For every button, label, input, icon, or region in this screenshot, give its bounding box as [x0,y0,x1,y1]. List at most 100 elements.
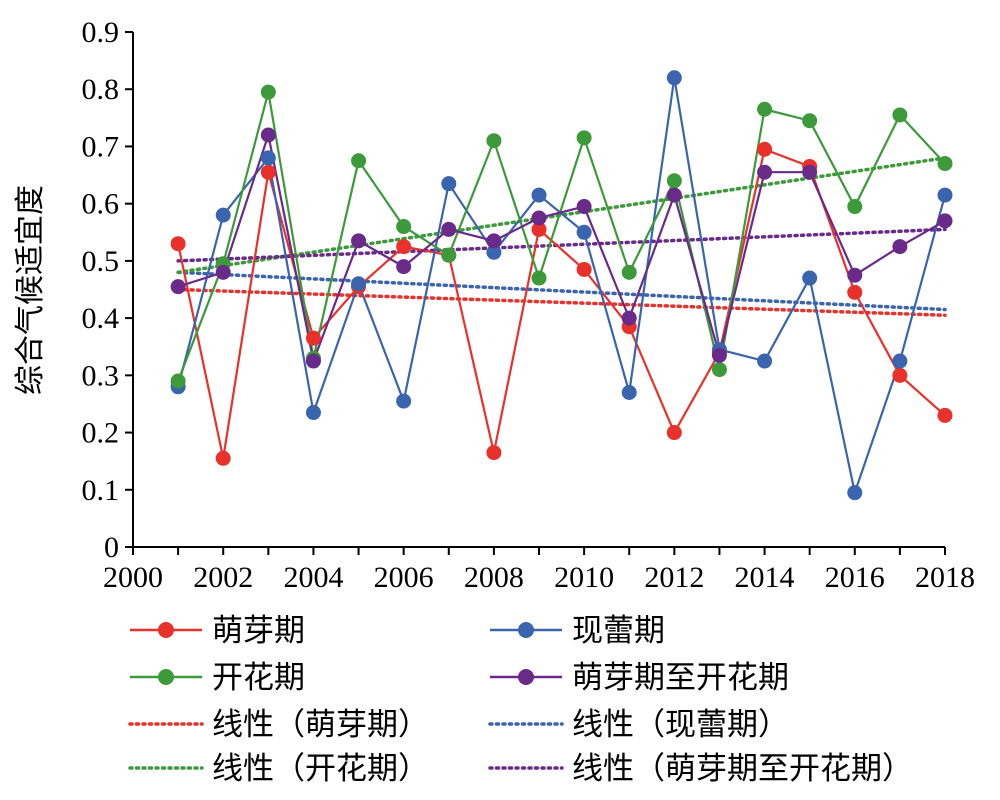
y-tick-label: 0.7 [82,130,120,163]
y-axis-ticks: 0 0.1 0.2 0.3 0.4 0.5 0.6 0.7 0.8 0.9 [82,16,133,564]
y-tick-label: 0.6 [82,188,120,221]
data-point [486,233,502,249]
data-point [937,407,953,423]
x-tick-label: 2012 [644,561,704,594]
x-tick-label: 2006 [374,561,434,594]
data-point [666,70,682,86]
data-point [260,84,276,100]
data-point [847,267,863,283]
data-point [576,130,592,146]
legend-label: 线性（萌芽期） [212,707,429,743]
series-line [177,91,946,382]
legend-marker [158,622,174,638]
data-point [396,219,412,235]
data-point [892,367,908,383]
x-tick-label: 2018 [915,561,975,594]
series-points [170,70,953,501]
legend-label: 现蕾期 [572,613,665,649]
y-tick-label: 0.8 [82,73,120,106]
x-tick-label: 2014 [735,561,795,594]
x-tick-label: 2010 [554,561,614,594]
legend-label: 线性（开花期） [212,751,429,787]
data-point [531,210,547,226]
data-point [757,164,773,180]
data-point [892,353,908,369]
data-point [305,330,321,346]
data-point [351,276,367,292]
x-tick-label: 2000 [103,561,163,594]
legend-label: 萌芽期至开花期 [572,660,789,696]
data-point [305,353,321,369]
x-tick-label: 2008 [464,561,524,594]
legend-marker [518,622,534,638]
data-point [666,425,682,441]
data-point [892,107,908,123]
y-tick-label: 0.3 [82,359,120,392]
data-point [531,187,547,203]
data-point [576,224,592,240]
y-tick-label: 0.2 [82,417,120,450]
y-tick-label: 0.1 [82,474,120,507]
data-point [576,199,592,215]
data-point [170,373,186,389]
data-point [711,347,727,363]
data-point [937,213,953,229]
data-point [847,199,863,215]
data-point [486,133,502,149]
data-point [260,164,276,180]
data-point [802,113,818,129]
data-point [937,156,953,172]
data-point [260,127,276,143]
data-point [802,270,818,286]
data-point [396,393,412,409]
data-point [531,221,547,237]
data-point [170,236,186,252]
axes [132,32,945,548]
y-tick-label: 0.5 [82,245,120,278]
data-point [576,261,592,277]
series-line [177,77,947,497]
data-point [486,445,502,461]
data-point [757,353,773,369]
data-point [802,164,818,180]
data-point [937,187,953,203]
trendline [176,227,947,263]
data-point [396,259,412,275]
y-tick-label: 0.9 [82,16,120,49]
legend-label: 开花期 [212,660,305,696]
legend-marker [518,669,534,685]
data-point [441,221,457,237]
data-point [666,187,682,203]
y-tick-label: 0.4 [82,302,120,335]
data-point [441,176,457,192]
data-point [847,284,863,300]
data-point [666,173,682,189]
data-point [305,405,321,421]
x-tick-label: 2016 [825,561,885,594]
data-point [441,247,457,263]
y-axis-title: 综合气候适宜度 [13,185,48,395]
data-point [621,310,637,326]
trendline [176,156,947,275]
data-point [260,150,276,166]
series-line [177,130,946,366]
data-point [531,270,547,286]
data-point [621,264,637,280]
data-point [215,450,231,466]
data-point [170,279,186,295]
legend-label: 线性（萌芽期至开花期） [572,751,913,787]
data-point [351,233,367,249]
data-point [757,141,773,157]
series-lines [177,77,947,497]
trendline [176,270,947,312]
x-axis-ticks: 2000 2002 2004 2006 2008 2010 2012 2014 2016 2018 [103,547,975,594]
legend-marker [158,669,174,685]
data-point [621,385,637,400]
data-point [215,264,231,280]
data-point [892,239,908,255]
data-point [396,239,412,255]
data-point [757,101,773,117]
x-tick-label: 2004 [283,561,343,594]
